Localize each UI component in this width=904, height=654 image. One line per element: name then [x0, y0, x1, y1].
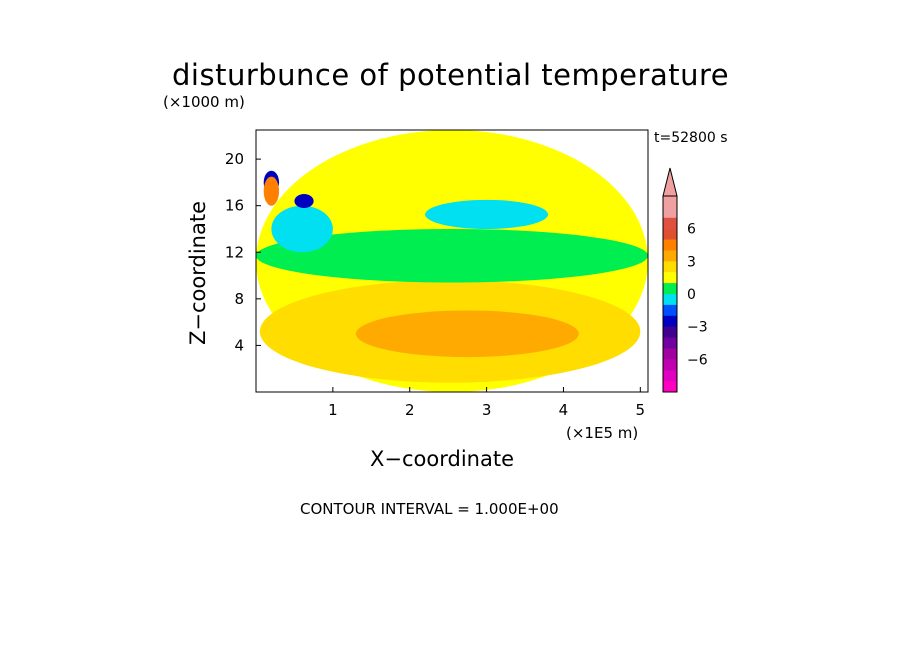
colorbar-swatch — [663, 370, 677, 382]
field-region-7 — [294, 194, 314, 209]
y-axis: 4 8 12 16 20 — [225, 150, 261, 354]
colorbar-swatch — [663, 359, 677, 371]
colorbar-swatch — [663, 381, 677, 393]
y-tick-label: 4 — [234, 336, 244, 354]
colorbar-swatch — [663, 272, 677, 284]
colorbar-swatch — [663, 348, 677, 360]
x-axis-unit: (×1E5 m) — [566, 424, 639, 442]
heatmap-field — [256, 130, 648, 392]
x-tick-label: 3 — [482, 401, 492, 419]
colorbar-swatch — [663, 326, 677, 339]
y-axis-label: Z−coordinate — [186, 201, 210, 345]
contour-interval-label: CONTOUR INTERVAL = 1.000E+00 — [300, 500, 559, 518]
colorbar-tick-label: 0 — [687, 287, 696, 303]
x-tick-label: 2 — [405, 401, 415, 419]
colorbar: 6 3 0 −3 −6 — [662, 167, 708, 393]
y-axis-unit: (×1000 m) — [163, 93, 245, 111]
y-tick-label: 16 — [225, 197, 244, 215]
colorbar-swatch — [663, 304, 677, 317]
colorbar-tick-label: −6 — [687, 352, 708, 368]
colorbar-swatch — [663, 206, 677, 219]
field-region-8 — [263, 176, 280, 206]
colorbar-swatch — [663, 337, 677, 349]
x-axis-label: X−coordinate — [370, 447, 514, 471]
chart-title: disturbunce of potential temperature — [172, 58, 730, 92]
colorbar-tick-label: 6 — [687, 222, 696, 238]
colorbar-swatch — [663, 217, 677, 230]
colorbar-frame — [662, 195, 678, 393]
colorbar-swatch — [663, 261, 677, 273]
colorbar-tick-label: 3 — [687, 254, 696, 270]
colorbar-swatch — [663, 294, 677, 306]
field-region-3 — [256, 228, 648, 283]
field-region-5 — [425, 199, 549, 229]
time-label: t=52800 s — [654, 130, 728, 146]
x-tick-label: 4 — [559, 401, 569, 419]
colorbar-swatch — [663, 196, 677, 208]
colorbar-arrow — [662, 167, 678, 197]
colorbar-swatch — [663, 228, 677, 241]
plot-frame — [255, 129, 649, 393]
colorbar-swatch — [663, 283, 677, 295]
colorbar-swatch — [663, 239, 677, 251]
colorbar-swatch — [663, 315, 677, 328]
x-axis: 1 2 3 4 5 — [328, 387, 645, 419]
y-tick-label: 20 — [225, 150, 244, 168]
field-region-2 — [355, 310, 579, 358]
colorbar-tick-label: −3 — [687, 320, 708, 336]
colorbar-swatch — [663, 250, 677, 262]
y-tick-label: 8 — [234, 290, 244, 308]
field-region-4 — [271, 205, 333, 253]
x-tick-label: 1 — [328, 401, 338, 419]
y-tick-label: 12 — [225, 243, 244, 261]
x-tick-label: 5 — [636, 401, 646, 419]
